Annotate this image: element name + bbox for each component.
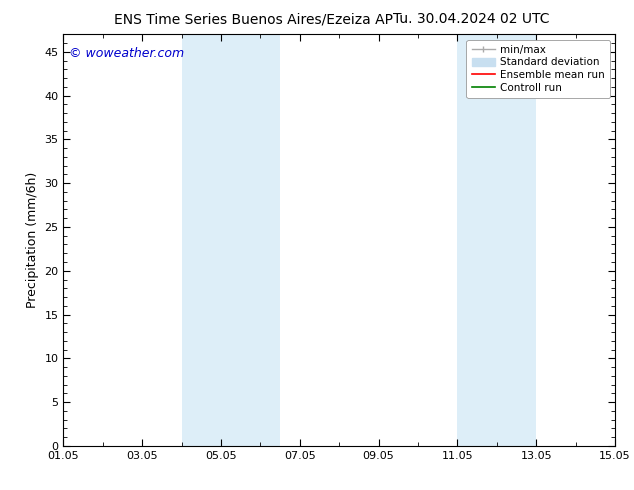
Y-axis label: Precipitation (mm/6h): Precipitation (mm/6h): [26, 172, 39, 308]
Text: ENS Time Series Buenos Aires/Ezeiza AP: ENS Time Series Buenos Aires/Ezeiza AP: [114, 12, 393, 26]
Bar: [457, 34, 536, 446]
Text: Tu. 30.04.2024 02 UTC: Tu. 30.04.2024 02 UTC: [393, 12, 550, 26]
Bar: [181, 34, 280, 446]
Text: © woweather.com: © woweather.com: [69, 47, 184, 60]
Legend: min/max, Standard deviation, Ensemble mean run, Controll run: min/max, Standard deviation, Ensemble me…: [467, 40, 610, 98]
